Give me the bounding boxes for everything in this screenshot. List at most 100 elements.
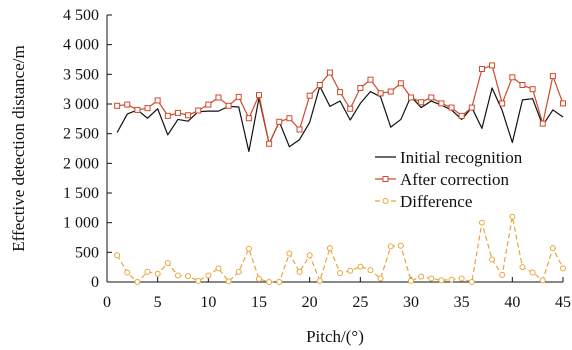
- data-point: [316, 82, 323, 89]
- data-point: [529, 269, 536, 276]
- data-point: [144, 105, 151, 112]
- data-point: [397, 80, 404, 87]
- data-point: [245, 115, 252, 122]
- data-point: [478, 219, 485, 226]
- data-point: [397, 242, 404, 249]
- series-after-correction: [114, 62, 566, 147]
- x-tick-label: 45: [555, 294, 571, 311]
- axes: [106, 15, 563, 283]
- data-point: [367, 267, 374, 274]
- data-point: [347, 105, 354, 112]
- x-tick-label: 25: [352, 294, 368, 311]
- data-point: [428, 275, 435, 282]
- data-point: [124, 101, 131, 108]
- y-tick-label: 2 000: [63, 155, 99, 172]
- data-point: [377, 275, 384, 282]
- data-point: [418, 99, 425, 106]
- data-point: [418, 273, 425, 280]
- data-point: [205, 101, 212, 108]
- data-point: [266, 279, 273, 285]
- data-point: [337, 270, 344, 277]
- data-point: [154, 97, 161, 104]
- data-point: [225, 102, 232, 109]
- legend-label-difference: Difference: [400, 192, 472, 211]
- data-point: [438, 277, 445, 284]
- y-tick-label: 500: [75, 244, 99, 261]
- y-tick-label: 1 500: [63, 185, 99, 202]
- data-point: [489, 62, 496, 69]
- data-point: [205, 272, 212, 279]
- x-tick-label: 0: [103, 294, 111, 311]
- data-point: [286, 250, 293, 257]
- data-point: [519, 82, 526, 89]
- data-point: [408, 94, 414, 101]
- data-point: [276, 118, 283, 125]
- legend-label-initial-recognition: Initial recognition: [400, 148, 523, 167]
- series-difference: [114, 213, 566, 285]
- data-point: [316, 277, 323, 284]
- data-point: [549, 73, 556, 80]
- data-point: [549, 245, 556, 252]
- data-point: [195, 107, 202, 114]
- data-point: [458, 112, 465, 119]
- data-point: [529, 86, 536, 93]
- data-point: [428, 94, 435, 101]
- data-point: [296, 126, 303, 133]
- data-point: [448, 276, 455, 283]
- data-point: [357, 263, 364, 270]
- data-point: [185, 273, 192, 280]
- data-point: [357, 84, 364, 91]
- series-layer: [114, 62, 566, 285]
- data-point: [367, 76, 374, 83]
- data-point: [560, 265, 566, 272]
- data-point: [468, 279, 475, 285]
- y-tick-label: 4 500: [63, 7, 99, 24]
- series-initial-recognition: [116, 85, 564, 153]
- ticks: 0 500 1 000 1 500 2 000 2 500 3 000 3 500 4 000 4…: [63, 7, 571, 311]
- data-point: [174, 109, 181, 116]
- data-point: [144, 268, 151, 275]
- data-point: [306, 92, 313, 99]
- data-point: [134, 106, 141, 113]
- data-point: [235, 93, 242, 100]
- data-point: [519, 264, 526, 271]
- data-point: [134, 279, 141, 285]
- y-tick-label: 0: [91, 274, 99, 291]
- data-point: [337, 89, 344, 96]
- y-tick-label: 1 000: [63, 215, 99, 232]
- data-point: [174, 272, 181, 279]
- data-point: [347, 267, 354, 274]
- data-point: [539, 120, 546, 127]
- data-point: [499, 100, 506, 107]
- data-point: [478, 65, 485, 72]
- x-tick-label: 35: [454, 294, 470, 311]
- x-tick-label: 40: [504, 294, 520, 311]
- data-point: [296, 268, 303, 275]
- data-point: [539, 277, 546, 284]
- data-point: [489, 256, 496, 263]
- data-point: [326, 69, 333, 76]
- data-point: [195, 277, 202, 284]
- legend-marker-difference: [382, 198, 389, 204]
- data-point: [164, 112, 171, 119]
- data-point: [114, 252, 121, 259]
- y-tick-label: 3 000: [63, 96, 99, 113]
- data-point: [215, 94, 222, 101]
- data-point: [185, 112, 192, 119]
- data-point: [256, 92, 262, 99]
- data-point: [235, 268, 242, 275]
- data-point: [276, 279, 283, 285]
- series-line: [116, 85, 564, 153]
- data-point: [286, 115, 293, 122]
- data-point: [215, 265, 222, 272]
- data-point: [256, 276, 262, 283]
- data-point: [499, 271, 506, 278]
- data-point: [326, 245, 333, 252]
- data-point: [114, 102, 121, 109]
- x-axis-label: Pitch/(°): [306, 327, 364, 346]
- y-tick-label: 2 500: [63, 126, 99, 143]
- data-point: [306, 252, 313, 259]
- data-point: [509, 74, 516, 81]
- data-point: [124, 269, 131, 276]
